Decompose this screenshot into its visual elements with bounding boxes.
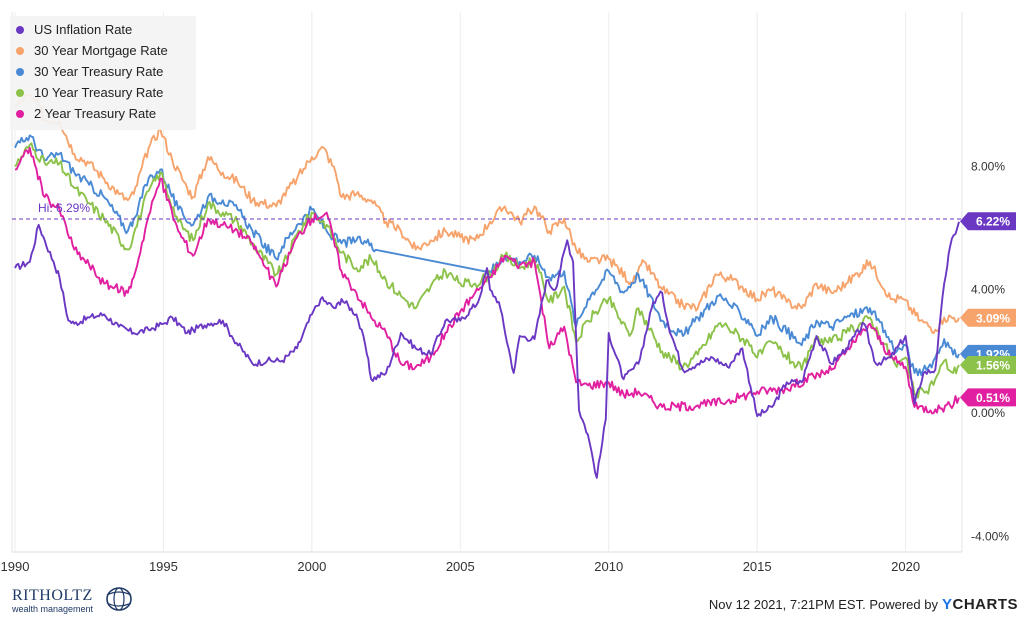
legend-item-30-year-treasury-rate[interactable]: 30 Year Treasury Rate bbox=[10, 61, 196, 82]
x-tick-label: 2020 bbox=[891, 559, 920, 574]
legend-item-2-year-treasury-rate[interactable]: 2 Year Treasury Rate bbox=[10, 103, 196, 124]
hi-reference-label: Hi: 6.29% bbox=[38, 201, 90, 215]
x-tick-label: 2010 bbox=[594, 559, 623, 574]
chart-canvas: 1990 1995 2000 2005 2010 2015 2020 8.00% 4.00% 0.… bbox=[1, 12, 1016, 574]
footer-timestamp: Nov 12 2021, 7:21PM EST. Powered by bbox=[708, 597, 938, 612]
chart-grid: 1990 1995 2000 2005 2010 2015 2020 8.00% 4.00% 0.… bbox=[1, 12, 1009, 574]
ycharts-brand-y: Y bbox=[941, 596, 953, 613]
end-value-flag bbox=[960, 308, 1016, 327]
legend-dot-icon bbox=[16, 25, 24, 34]
y-tick-label: -4.00% bbox=[971, 530, 1009, 544]
chart-series bbox=[14, 93, 960, 479]
end-value-flag bbox=[960, 388, 1016, 407]
x-tick-label: 2015 bbox=[743, 559, 772, 574]
x-tick-label: 1995 bbox=[149, 559, 178, 574]
logo-subtitle: wealth management bbox=[12, 604, 94, 614]
legend-dot-icon bbox=[16, 67, 24, 76]
ycharts-brand[interactable]: YCHARTS bbox=[942, 596, 1018, 613]
legend-label: US Inflation Rate bbox=[34, 22, 133, 37]
end-value-label: 3.09% bbox=[960, 308, 1016, 327]
end-value-text: 1.56% bbox=[976, 359, 1010, 373]
series-line-us-inflation-rate bbox=[14, 221, 960, 479]
end-value-label: 0.51% bbox=[960, 388, 1016, 407]
end-value-label: 1.56% bbox=[960, 356, 1016, 375]
y-tick-label: 8.00% bbox=[971, 159, 1005, 173]
end-value-flag bbox=[960, 356, 1016, 375]
legend-label: 10 Year Treasury Rate bbox=[34, 85, 164, 100]
chart-footer: Nov 12 2021, 7:21PM EST. Powered by YCHA… bbox=[709, 596, 1018, 613]
end-value-flag bbox=[960, 212, 1016, 231]
x-tick-label: 1990 bbox=[1, 559, 30, 574]
legend-item-us-inflation-rate[interactable]: US Inflation Rate bbox=[10, 19, 196, 40]
y-tick-label: 0.00% bbox=[971, 406, 1005, 420]
legend-dot-icon bbox=[16, 88, 24, 97]
chart-legend: US Inflation Rate 30 Year Mortgage Rate … bbox=[10, 16, 196, 130]
ycharts-brand-rest: CHARTS bbox=[952, 596, 1018, 613]
x-tick-label: 2005 bbox=[446, 559, 475, 574]
legend-dot-icon bbox=[16, 109, 24, 118]
series-line-2-year-treasury-rate bbox=[14, 146, 960, 415]
series-line-30-year-mortgage-rate bbox=[14, 93, 960, 335]
legend-label: 30 Year Mortgage Rate bbox=[34, 43, 168, 58]
y-tick-label: 4.00% bbox=[971, 283, 1005, 297]
legend-item-30-year-mortgage-rate[interactable]: 30 Year Mortgage Rate bbox=[10, 40, 196, 61]
globe-icon bbox=[106, 587, 132, 611]
ritholtz-logo: RITHOLTZ wealth management bbox=[12, 585, 132, 615]
legend-dot-icon bbox=[16, 46, 24, 55]
end-value-text: 0.51% bbox=[976, 391, 1010, 405]
x-tick-label: 2000 bbox=[297, 559, 326, 574]
end-value-text: 6.22% bbox=[976, 215, 1010, 229]
end-value-text: 3.09% bbox=[976, 311, 1010, 325]
legend-item-10-year-treasury-rate[interactable]: 10 Year Treasury Rate bbox=[10, 82, 196, 103]
chart-overlay: Hi: 6.29%6.22%3.09%1.92%1.56%0.51% bbox=[12, 201, 1016, 407]
logo-name: RITHOLTZ bbox=[12, 587, 93, 604]
legend-label: 2 Year Treasury Rate bbox=[34, 106, 157, 121]
end-value-label: 6.22% bbox=[960, 212, 1016, 231]
legend-label: 30 Year Treasury Rate bbox=[34, 64, 164, 79]
